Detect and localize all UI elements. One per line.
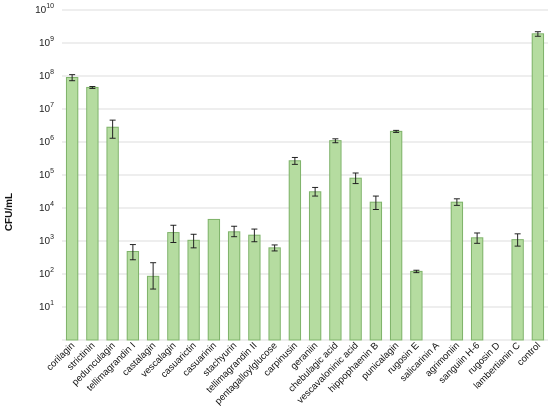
error-bars — [69, 31, 541, 290]
bars — [65, 33, 545, 341]
y-tick-label: 102 — [39, 267, 54, 280]
bar — [248, 234, 261, 341]
bar — [167, 232, 180, 341]
y-axis-label: CFU/mL — [4, 193, 15, 231]
grid-lines — [62, 9, 548, 341]
y-tick-label: 108 — [39, 69, 54, 82]
y-tick-label: 103 — [39, 234, 54, 247]
bar — [369, 201, 383, 341]
y-tick-label: 107 — [39, 102, 54, 115]
bar — [470, 237, 484, 341]
bar — [410, 270, 423, 341]
bar — [450, 201, 464, 341]
y-tick-label: 1010 — [35, 3, 54, 16]
bar — [187, 239, 200, 341]
bar — [349, 177, 362, 341]
bar — [227, 231, 241, 341]
bar — [268, 247, 281, 341]
bar — [329, 140, 342, 341]
y-tick-label: 109 — [39, 36, 54, 49]
y-axis: 101 102 103 104 105 106 107 108 109 1010 — [35, 3, 54, 313]
bar — [288, 160, 302, 341]
bar — [207, 218, 221, 341]
bar — [65, 77, 79, 341]
y-tick-label: 104 — [39, 201, 54, 214]
y-tick-label: 106 — [39, 135, 54, 148]
bar — [531, 33, 545, 341]
bar — [308, 191, 322, 341]
y-tick-label: 105 — [39, 168, 54, 181]
bar — [389, 130, 403, 341]
bar — [86, 86, 99, 341]
bar — [126, 251, 140, 341]
bar — [511, 239, 524, 341]
y-tick-label: 101 — [39, 300, 54, 313]
bar — [106, 126, 119, 341]
x-axis-labels: corilaginstrictininpedunculagintellimagr… — [44, 340, 543, 407]
x-tick-label: control — [515, 340, 543, 368]
